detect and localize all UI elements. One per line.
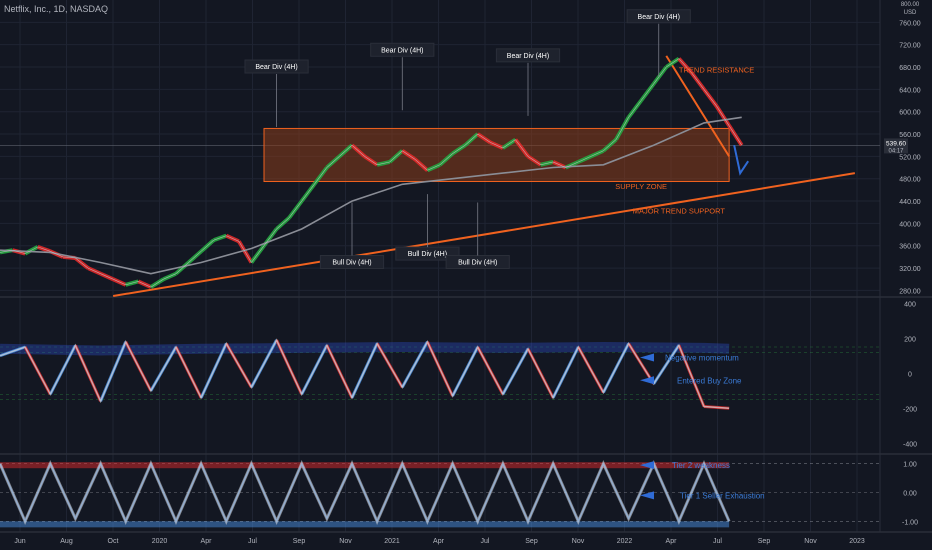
- momentum-tick-label: -400: [903, 441, 917, 448]
- momentum-band: [0, 341, 730, 356]
- price-tick-label: 720.00: [899, 43, 921, 50]
- price-tick-label: 320.00: [899, 266, 921, 273]
- oscillator-panel: Tier 2 weakness Tier 1 Seller Exhaustion: [0, 459, 880, 528]
- x-tick-label: Nov: [572, 538, 585, 545]
- oscillator-tick-label: 0.00: [903, 491, 917, 498]
- price-tick-label: 520.00: [899, 154, 921, 161]
- divergence-label: Bear Div (4H): [381, 47, 423, 54]
- oscillator-top-band: [0, 462, 730, 469]
- momentum-tick-label: 0: [908, 371, 912, 378]
- price-line: [0, 58, 742, 288]
- oscillator-tick-label: -1.00: [902, 519, 918, 526]
- price-tick-label: 480.00: [899, 177, 921, 184]
- oscillator-annotation: Tier 2 weakness: [672, 461, 730, 470]
- x-tick-label: Jul: [248, 538, 257, 545]
- moving-average-line: [0, 116, 742, 275]
- x-tick-label: Sep: [525, 538, 538, 545]
- annotation-arrow-icon: [640, 353, 654, 362]
- price-axis-header: USD: [904, 10, 917, 16]
- annotation-arrow-icon: [640, 461, 654, 470]
- x-tick-label: Nov: [804, 538, 817, 545]
- price-tick-label: 600.00: [899, 110, 921, 117]
- price-panel: Bear Div (4H) Bear Div (4H) Bear Div (4H) B…: [0, 9, 880, 297]
- x-tick-label: 2022: [617, 538, 633, 545]
- divergence-label-box: [370, 42, 435, 57]
- divergence-label-box: [495, 48, 561, 63]
- trend-support-line: [112, 172, 856, 297]
- momentum-tick-label: 400: [904, 301, 916, 308]
- momentum-line: [0, 338, 730, 410]
- divergence-label: Bear Div (4H): [638, 14, 680, 21]
- x-tick-label: Nov: [339, 538, 352, 545]
- x-tick-label: Apr: [666, 538, 678, 545]
- countdown-label: 04:17: [888, 148, 904, 154]
- price-tick-label: 400.00: [899, 221, 921, 228]
- price-tick-label: 440.00: [899, 199, 921, 206]
- momentum-annotation: Entered Buy Zone: [677, 376, 742, 385]
- price-axis-header: 800.00: [901, 2, 920, 8]
- x-tick-label: Apr: [433, 538, 445, 545]
- x-tick-label: 2020: [152, 538, 168, 545]
- momentum-tick-label: -200: [903, 406, 917, 413]
- symbol-title: Netflix, Inc., 1D, NASDAQ: [4, 4, 108, 14]
- divergence-label-box: [244, 59, 309, 74]
- momentum-annotation: Negative momentum: [665, 354, 739, 363]
- x-tick-label: Apr: [201, 538, 213, 545]
- price-tick-label: 560.00: [899, 132, 921, 139]
- price-tick-label: 360.00: [899, 244, 921, 251]
- x-tick-label: Aug: [60, 538, 73, 545]
- x-tick-label: Jul: [713, 538, 722, 545]
- divergence-label: Bear Div (4H): [507, 53, 549, 60]
- price-annotation: MAJOR TREND SUPPORT: [633, 206, 726, 215]
- oscillator-line: [0, 459, 731, 526]
- price-tick-label: 280.00: [899, 288, 921, 295]
- price-tick-label: 640.00: [899, 87, 921, 94]
- annotation-arrow-icon: [640, 491, 654, 500]
- momentum-panel: Negative momentum Entered Buy Zone: [0, 338, 880, 410]
- x-tick-label: Oct: [108, 538, 119, 545]
- annotation-arrow-icon: [640, 376, 654, 385]
- oscillator-annotation: Tier 1 Seller Exhaustion: [680, 491, 765, 500]
- oscillator-tick-label: 1.00: [903, 462, 917, 469]
- price-annotation: SUPPLY ZONE: [615, 182, 667, 191]
- momentum-tick-label: 200: [904, 336, 916, 343]
- panel-separators: [0, 0, 932, 533]
- x-tick-label: Sep: [758, 538, 771, 545]
- axes[interactable]: Jun Aug Oct 2020 Apr Jul Sep Nov 2021 Apr Jul Sep No…: [14, 2, 920, 545]
- last-price-badge[interactable]: [884, 138, 908, 154]
- x-tick-label: Jul: [481, 538, 490, 545]
- oscillator-bottom-band: [0, 521, 730, 528]
- x-tick-label: 2023: [849, 538, 865, 545]
- last-price-label: 539.60: [886, 140, 906, 147]
- x-tick-label: Jun: [14, 538, 25, 545]
- x-tick-label: 2021: [384, 538, 400, 545]
- x-tick-label: Sep: [293, 538, 306, 545]
- divergence-label: Bull Div (4H): [332, 259, 371, 266]
- trend-resistance-line: [665, 55, 730, 157]
- divergence-label: Bull Div (4H): [408, 251, 447, 258]
- divergence-label-box: [626, 9, 691, 24]
- divergence-label: Bull Div (4H): [458, 259, 497, 266]
- divergence-label: Bear Div (4H): [255, 64, 297, 71]
- price-tick-label: 760.00: [899, 20, 921, 27]
- price-annotation: TREND RESISTANCE: [679, 66, 754, 75]
- price-tick-label: 680.00: [899, 65, 921, 72]
- down-arrow-icon: [733, 144, 750, 176]
